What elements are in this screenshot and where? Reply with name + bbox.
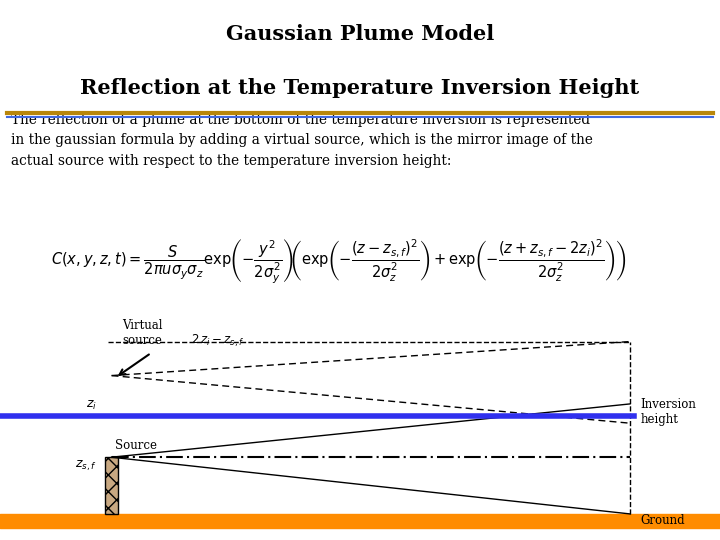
Text: $z_{s,f}$: $z_{s,f}$: [76, 458, 97, 472]
Text: The reflection of a plume at the bottom of the temperature inversion is represen: The reflection of a plume at the bottom …: [11, 113, 593, 167]
Bar: [105, 457, 118, 514]
Text: $2\,z_i - z_{s,f}$: $2\,z_i - z_{s,f}$: [191, 333, 244, 349]
Text: $z_i$: $z_i$: [86, 399, 97, 413]
Text: Gaussian Plume Model: Gaussian Plume Model: [226, 24, 494, 44]
Text: Virtual
source: Virtual source: [122, 319, 163, 347]
Text: Source: Source: [115, 439, 157, 452]
Text: Ground: Ground: [641, 514, 685, 527]
Text: $C(x,y,z,t) = \dfrac{S}{2\pi u\sigma_y \sigma_z} \exp\!\left(-\dfrac{y^2}{2\sigm: $C(x,y,z,t) = \dfrac{S}{2\pi u\sigma_y \…: [50, 238, 626, 286]
Text: Reflection at the Temperature Inversion Height: Reflection at the Temperature Inversion …: [81, 78, 639, 98]
Bar: [108, 333, 634, 515]
Text: Inversion
height: Inversion height: [641, 398, 697, 426]
